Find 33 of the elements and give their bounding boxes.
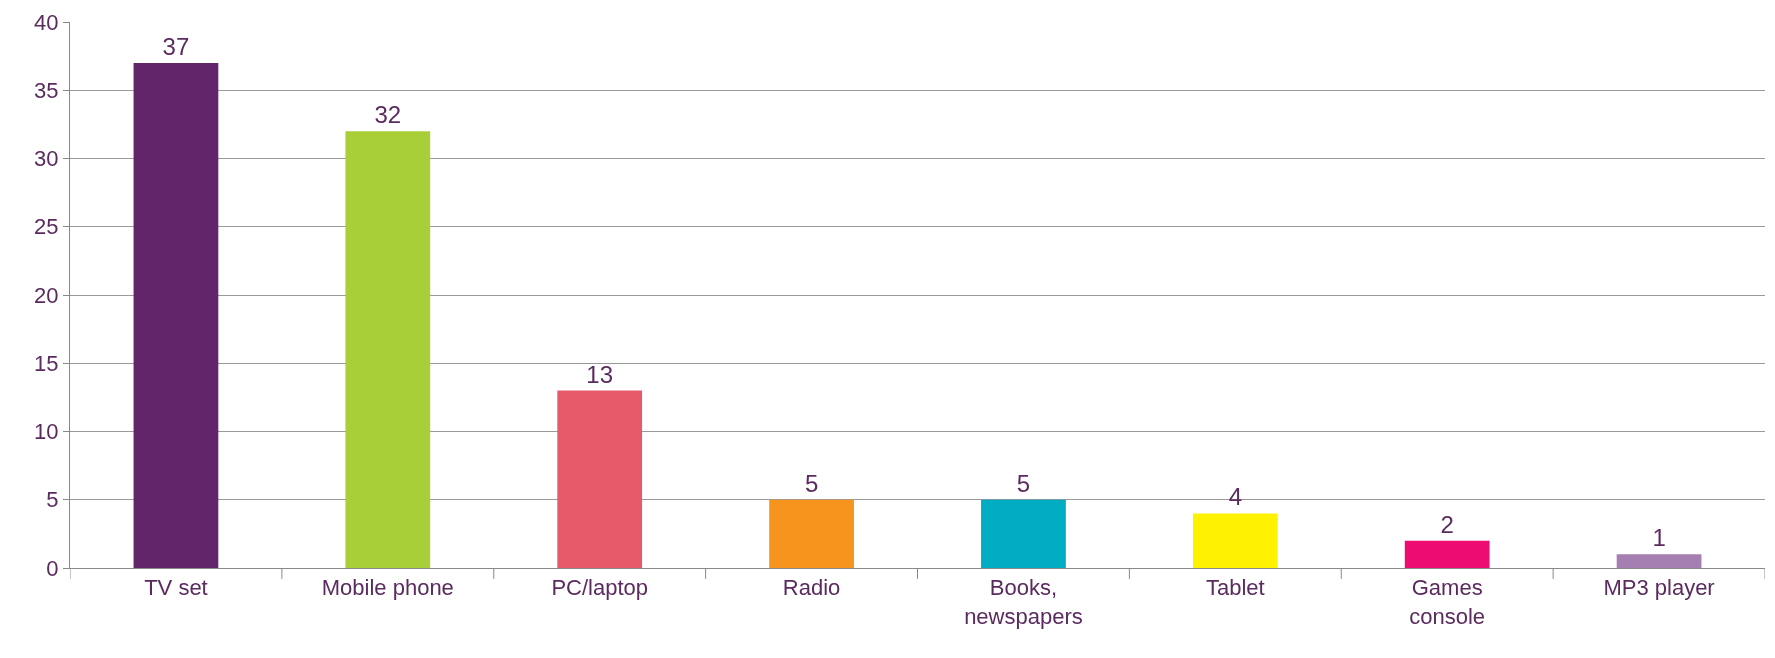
bar xyxy=(345,131,431,568)
x-tick-label: Tablet xyxy=(1205,575,1265,601)
bar xyxy=(1616,554,1702,568)
y-tick-label: 10 xyxy=(34,419,59,445)
data-label: 5 xyxy=(1016,469,1031,497)
y-tick-label: 20 xyxy=(34,282,59,308)
data-label: 1 xyxy=(1652,524,1666,552)
data-label: 37 xyxy=(162,32,190,60)
data-label: 2 xyxy=(1440,510,1454,538)
data-label: 5 xyxy=(804,469,819,497)
y-tick-label: 40 xyxy=(34,9,59,35)
x-tick-label: MP3 player xyxy=(1603,575,1715,601)
y-tick-label: 25 xyxy=(34,214,59,240)
y-tick-label: 30 xyxy=(34,146,59,172)
x-tick-label: Games console xyxy=(1409,575,1486,629)
x-tick-label: Mobile phone xyxy=(321,575,454,601)
x-tick-label: Books, newspapers xyxy=(964,575,1083,629)
x-tick-label: Radio xyxy=(782,575,841,601)
y-tick-label: 0 xyxy=(46,555,59,581)
bar xyxy=(1404,540,1490,568)
x-tick-label: PC/laptop xyxy=(551,575,648,601)
bar xyxy=(981,499,1066,568)
y-tick-label: 15 xyxy=(34,350,59,376)
y-tick-label: 35 xyxy=(34,77,59,103)
bar xyxy=(769,499,854,568)
bar xyxy=(557,390,643,568)
y-tick-label: 5 xyxy=(46,487,59,513)
x-tick-label: TV set xyxy=(144,575,208,601)
bar xyxy=(133,62,219,568)
bar xyxy=(1192,513,1278,568)
data-label: 13 xyxy=(586,360,614,388)
data-label: 4 xyxy=(1228,483,1242,511)
data-label: 32 xyxy=(374,101,402,129)
